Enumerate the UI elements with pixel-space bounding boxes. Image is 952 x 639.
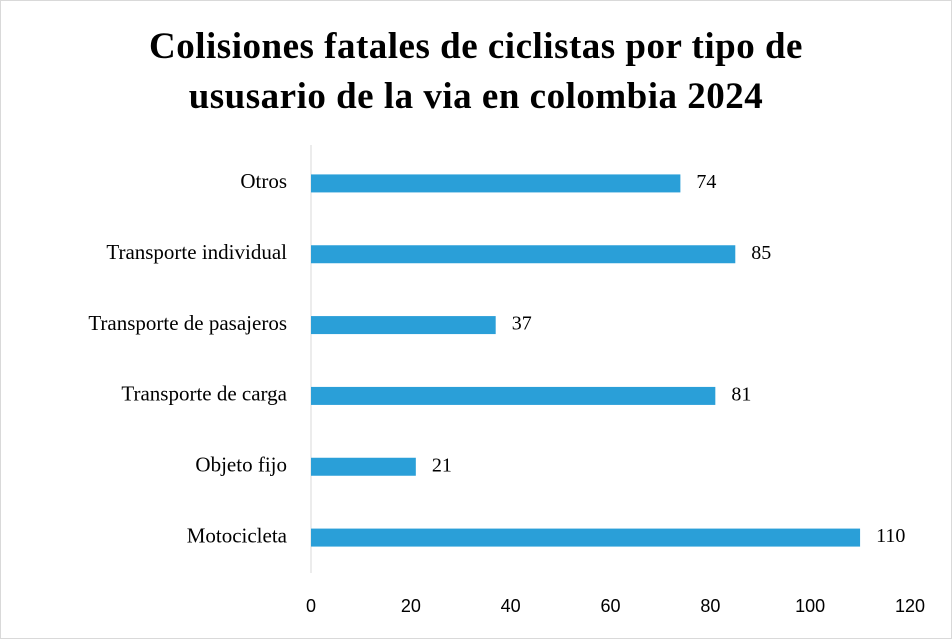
x-tick-label: 100 [795, 596, 825, 616]
data-label: 110 [876, 525, 905, 547]
data-label: 81 [731, 384, 751, 406]
bar [311, 528, 861, 547]
x-tick-label: 80 [700, 596, 720, 616]
x-tick-label: 0 [306, 596, 316, 616]
y-tick-label: Transporte de pasajeros [88, 311, 287, 335]
y-tick-label: Otros [240, 169, 287, 193]
y-tick-label: Transporte de carga [121, 382, 287, 406]
data-label: 21 [432, 454, 452, 476]
bar [311, 174, 681, 193]
bar [311, 457, 416, 476]
x-tick-label: 60 [600, 596, 620, 616]
data-label: 85 [751, 242, 771, 264]
x-tick-label: 40 [501, 596, 521, 616]
bar [311, 316, 496, 335]
bar [311, 245, 736, 264]
data-label: 74 [696, 171, 716, 193]
x-tick-label: 20 [401, 596, 421, 616]
y-tick-label: Transporte individual [106, 240, 287, 264]
chart-title: Colisiones fatales de ciclistas por tipo… [149, 26, 803, 117]
y-tick-label: Motocicleta [187, 523, 288, 547]
bar [311, 386, 716, 405]
x-tick-label: 120 [895, 596, 925, 616]
data-label: 37 [512, 313, 532, 335]
y-tick-label: Objeto fijo [195, 453, 287, 477]
